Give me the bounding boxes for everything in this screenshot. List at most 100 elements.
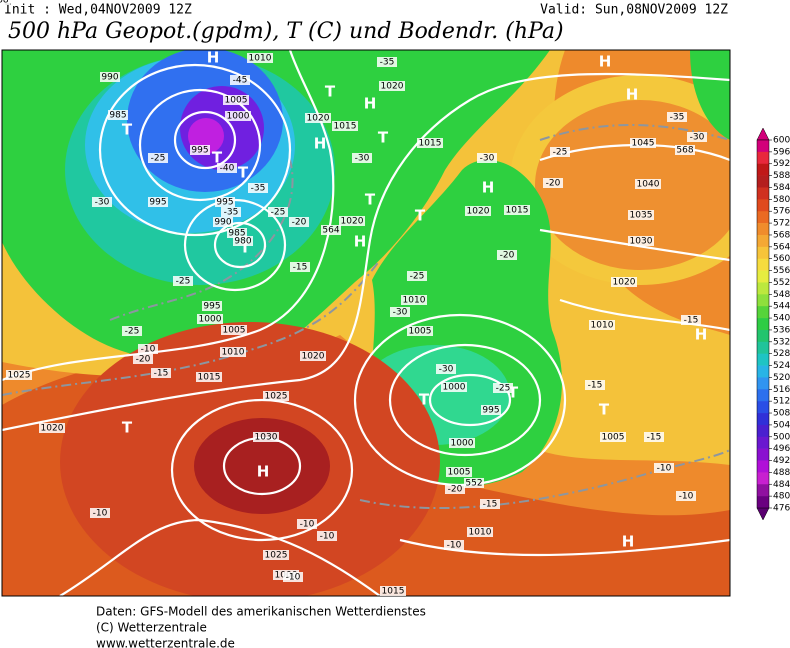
colorbar-swatch: [757, 199, 769, 212]
contour-label: 985: [228, 229, 245, 239]
contour-label: -10: [679, 492, 694, 502]
contour-label: -25: [125, 327, 140, 337]
contour-label: -10: [286, 573, 301, 583]
colorbar-label: 488: [773, 468, 790, 478]
contour-label: 1040: [637, 180, 660, 190]
contour-label: 1005: [225, 96, 248, 106]
label-box: [407, 271, 427, 281]
contour-label: -15: [588, 381, 603, 391]
pressure-center-marker: T: [325, 83, 336, 101]
label-box: [138, 344, 158, 354]
colorbar-label: 552: [773, 278, 790, 288]
footer-copyright: (C) Wetterzentrale: [96, 621, 207, 635]
colorbar-swatch: [757, 424, 769, 438]
contour-label: 1025: [265, 392, 288, 402]
label-box: [339, 216, 365, 226]
pressure-center-marker: H: [364, 95, 377, 113]
label-box: [407, 326, 433, 336]
contour-label: -25: [151, 154, 166, 164]
colorbar-swatch: [757, 211, 769, 224]
colorbar-swatch: [757, 448, 769, 461]
colorbar-label: 476: [773, 504, 790, 514]
contour-label: 1000: [227, 112, 250, 122]
colorbar-label: 500: [773, 432, 790, 442]
contour-label: -25: [271, 208, 286, 218]
label-box: [436, 364, 456, 374]
contour-label: 1015: [382, 587, 405, 597]
label-box: [268, 207, 288, 217]
label-box: [543, 178, 563, 188]
contour-label: 1015: [198, 373, 221, 383]
label-box: [196, 372, 222, 382]
label-box: [352, 153, 372, 163]
label-box: [441, 382, 467, 392]
pressure-center-marker: T: [122, 419, 133, 437]
contour-label: 1010: [591, 321, 614, 331]
pressure-center-marker: T: [419, 391, 430, 409]
label-box: [449, 438, 475, 448]
footer-source: Daten: GFS-Modell des amerikanischen Wet…: [96, 605, 426, 619]
label-box: [148, 153, 168, 163]
contour-label: 990: [214, 218, 231, 228]
colorbar-label: 580: [773, 195, 790, 205]
colorbar-label: 520: [773, 373, 790, 383]
colorbar-swatch: [757, 436, 769, 449]
contour-label: 1010: [249, 54, 272, 64]
label-box: [215, 197, 235, 207]
label-box: [283, 572, 303, 582]
colorbar-label: 592: [773, 159, 790, 169]
contour-label: 1020: [307, 114, 330, 124]
label-box: [600, 432, 626, 442]
colorbar-swatch: [757, 306, 769, 319]
pressure-center-marker: T: [365, 191, 376, 209]
contour-label: 1010: [403, 296, 426, 306]
pressure-center-marker: T: [238, 164, 249, 182]
contour-label: 1020: [381, 82, 404, 92]
colorbar-label: 548: [773, 290, 790, 300]
contour-label: -30: [95, 198, 110, 208]
contour-label: 1025: [265, 551, 288, 561]
contour-label: 985: [109, 111, 126, 121]
label-box: [377, 57, 397, 67]
contour-label: -15: [154, 369, 169, 379]
contour-label: 1010: [222, 348, 245, 358]
colorbar-swatch: [757, 353, 769, 366]
label-box: [122, 326, 142, 336]
label-box: [173, 276, 193, 286]
contour-label: -35: [670, 113, 685, 123]
label-box: [0, 0, 10, 5]
label-box: [290, 262, 310, 272]
label-box: [247, 53, 273, 63]
label-box: [667, 112, 687, 122]
colorbar-swatch: [757, 329, 769, 343]
colorbar-label: 556: [773, 266, 790, 276]
label-box: [321, 225, 341, 235]
label-box: [380, 586, 406, 596]
contour-label: -10: [447, 541, 462, 551]
contour-label: 995: [203, 302, 220, 312]
pressure-center-marker: H: [314, 135, 327, 153]
contour-label: 1015: [506, 206, 529, 216]
map-frame: [1, 49, 731, 597]
label-box: [445, 484, 465, 494]
contour-label: -45: [233, 76, 248, 86]
contour-label: 1020: [613, 278, 636, 288]
label-box: [223, 95, 249, 105]
contour-label: 1010: [469, 528, 492, 538]
label-box: [39, 423, 65, 433]
contour-label: 1020: [341, 217, 364, 227]
colorbar-swatch: [757, 341, 769, 354]
colorbar-label: 584: [773, 183, 790, 193]
contour-label: 1030: [255, 433, 278, 443]
colorbar-label: 508: [773, 409, 790, 419]
contour-label: -15: [647, 433, 662, 443]
contour-label: -20: [292, 218, 307, 228]
contour-label: 995: [482, 406, 499, 416]
label-box: [108, 110, 128, 120]
contour-label: 1000: [199, 315, 222, 325]
colorbar-label: 504: [773, 420, 790, 430]
contour-label: -20: [136, 355, 151, 365]
contour-label: -15: [293, 263, 308, 273]
